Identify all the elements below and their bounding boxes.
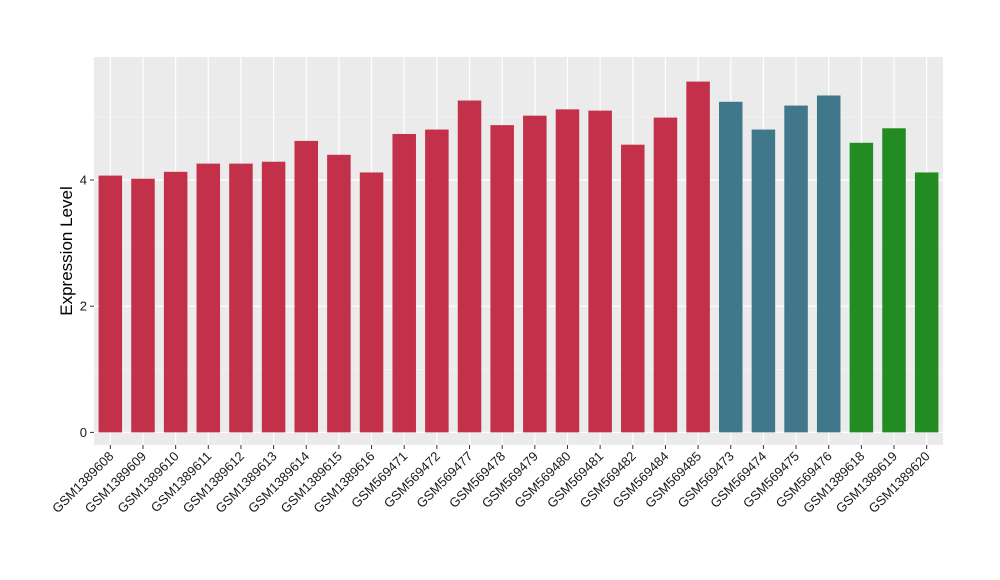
y-axis: 0 2 4	[80, 173, 94, 440]
bar-GSM569471	[392, 133, 416, 433]
bar-GSM569475	[784, 105, 808, 433]
x-axis: GSM1389608GSM1389609GSM1389610GSM1389611…	[49, 445, 933, 516]
bar-GSM569485	[686, 81, 710, 433]
bar-GSM569473	[718, 101, 743, 433]
bar-GSM1389618	[849, 142, 874, 433]
y-tick-label: 2	[80, 299, 87, 314]
bars-group	[98, 81, 939, 433]
bar-GSM1389619	[882, 128, 906, 433]
bar-GSM569478	[490, 125, 514, 433]
y-tick-label: 0	[80, 425, 87, 440]
bar-GSM1389613	[261, 161, 286, 433]
bar-GSM569472	[425, 129, 449, 433]
bar-GSM569479	[523, 115, 547, 433]
bar-GSM569474	[751, 129, 776, 433]
bar-GSM1389609	[131, 178, 155, 433]
bar-GSM1389610	[163, 171, 188, 433]
bar-GSM569482	[621, 144, 645, 433]
bar-GSM569481	[588, 110, 612, 433]
bar-GSM569477	[457, 100, 482, 433]
bar-GSM569484	[653, 117, 678, 433]
bar-GSM1389614	[294, 140, 319, 433]
bar-GSM1389615	[327, 154, 351, 433]
bar-GSM1389616	[359, 172, 384, 433]
y-axis-title: Expression Level	[57, 186, 76, 315]
bar-GSM1389608	[98, 175, 123, 433]
bar-GSM1389612	[229, 163, 253, 433]
bar-GSM569480	[555, 109, 580, 433]
bar-GSM569476	[816, 95, 841, 433]
y-tick-label: 4	[80, 173, 87, 188]
plot-panel	[94, 57, 943, 445]
bar-GSM1389611	[196, 163, 221, 433]
bar-GSM1389620	[914, 172, 939, 433]
